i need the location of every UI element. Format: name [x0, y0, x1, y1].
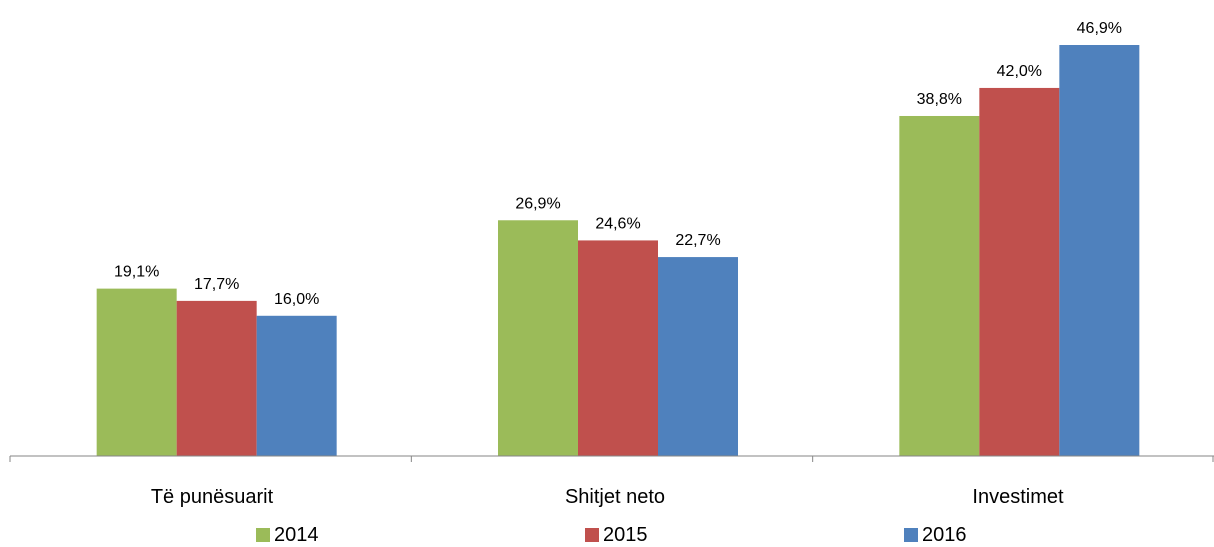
- value-label-2014-0: 19,1%: [114, 264, 159, 281]
- x-axis-ticks: [9, 456, 1214, 462]
- bar-2014-2: [899, 115, 980, 456]
- category-label-1: Shitjet neto: [565, 486, 665, 508]
- bar-2016-0: [256, 315, 337, 456]
- legend-label-2014: 2014: [274, 524, 319, 546]
- bar-2016-2: [1059, 45, 1140, 456]
- bar-2015-0: [176, 300, 257, 456]
- bar-2015-2: [979, 87, 1060, 456]
- value-label-2016-0: 16,0%: [274, 291, 319, 308]
- legend-swatch-2016: [904, 528, 918, 542]
- value-labels-group: 19,1% 17,7% 16,0% 26,9% 24,6% 22,7% 38,8% 42,0%…: [114, 20, 1122, 308]
- value-label-2014-2: 38,8%: [917, 91, 962, 108]
- value-label-2015-0: 17,7%: [194, 276, 239, 293]
- bar-2014-1: [498, 220, 578, 456]
- category-label-0: Të punësuarit: [151, 486, 274, 508]
- value-label-2015-2: 42,0%: [997, 63, 1042, 80]
- bar-2016-1: [658, 257, 738, 456]
- legend-label-2016: 2016: [922, 524, 967, 546]
- legend-swatch-2014: [256, 528, 270, 542]
- bars-group: [96, 45, 1140, 456]
- legend: 2014 2015 2016: [256, 524, 967, 546]
- bar-2015-1: [578, 240, 658, 456]
- value-label-2014-1: 26,9%: [515, 195, 560, 212]
- value-label-2015-1: 24,6%: [595, 215, 640, 232]
- value-label-2016-1: 22,7%: [675, 232, 720, 249]
- category-label-2: Investimet: [972, 486, 1064, 508]
- legend-swatch-2015: [585, 528, 599, 542]
- value-label-2016-2: 46,9%: [1077, 20, 1122, 37]
- legend-label-2015: 2015: [603, 524, 648, 546]
- bar-2014-0: [96, 288, 177, 456]
